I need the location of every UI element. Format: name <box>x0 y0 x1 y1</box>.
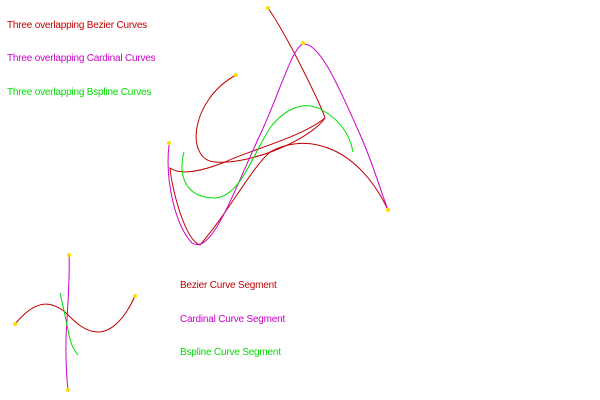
overlap-bspline-curve <box>181 105 354 199</box>
label-bspline-segment: Bspline Curve Segment <box>180 347 281 358</box>
overlap-bezier-curve-2 <box>169 117 326 246</box>
control-point <box>266 6 270 10</box>
label-cardinal-overlap: Three overlapping Cardinal Curves <box>7 53 156 64</box>
segment-cardinal-curve <box>65 254 70 391</box>
control-point <box>13 322 17 326</box>
label-bspline-overlap: Three overlapping Bspline Curves <box>7 87 152 98</box>
segment-bezier-curve <box>14 295 136 333</box>
overlap-bezier-curve-3 <box>199 142 389 246</box>
control-point <box>66 388 70 392</box>
control-point <box>234 73 238 77</box>
control-point <box>386 208 390 212</box>
label-cardinal-segment: Cardinal Curve Segment <box>180 314 286 325</box>
control-point <box>133 294 137 298</box>
label-bezier-overlap: Three overlapping Bezier Curves <box>7 20 147 31</box>
control-point <box>167 141 171 145</box>
segment-bspline-curve <box>59 292 79 356</box>
overlap-bezier-curve-1 <box>195 7 326 163</box>
label-bezier-segment: Bezier Curve Segment <box>180 280 277 291</box>
overlap-cardinal-curve <box>167 43 389 246</box>
control-point <box>67 253 71 257</box>
control-point <box>301 41 305 45</box>
